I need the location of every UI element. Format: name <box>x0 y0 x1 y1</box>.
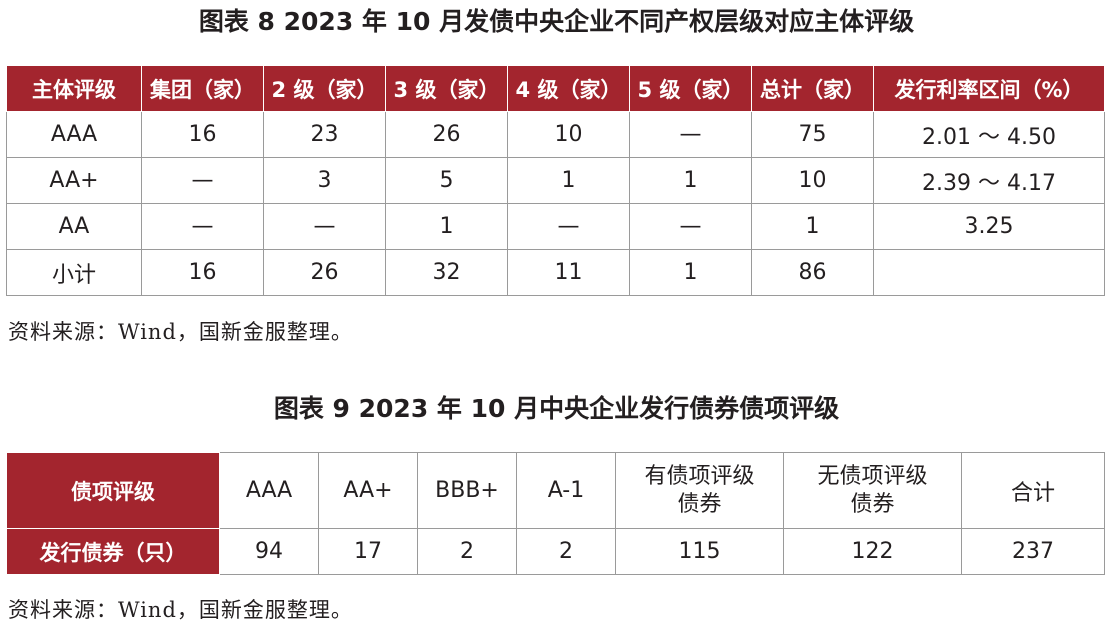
table9-row-header: 债项评级 <box>6 452 220 529</box>
table-cell: 10 <box>507 111 630 158</box>
table8-header-cell: 4 级（家） <box>507 65 630 112</box>
table9-title: 图表 9 2023 年 10 月中央企业发行债券债项评级 <box>273 394 840 423</box>
table-cell: — <box>507 203 630 250</box>
table-cell: 2 <box>516 528 616 575</box>
table8-header-row: 主体评级 集团（家） 2 级（家） 3 级（家） 4 级（家） 5 级（家） 总… <box>6 65 1105 112</box>
table-cell: AA <box>6 203 142 250</box>
table-cell: 16 <box>141 249 264 296</box>
table-cell: 有债项评级 债券 <box>615 452 784 529</box>
table-cell: 2.39 ～ 4.17 <box>873 157 1105 204</box>
table-row: 发行债券（只） 94 17 2 2 115 122 237 <box>6 528 1105 575</box>
table8: 主体评级 集团（家） 2 级（家） 3 级（家） 4 级（家） 5 级（家） 总… <box>6 65 1105 296</box>
table8-source-note: 资料来源：Wind，国新金服整理。 <box>8 320 353 344</box>
table-cell: 26 <box>263 249 386 296</box>
table-cell: — <box>263 203 386 250</box>
table-cell: — <box>629 111 752 158</box>
table-cell: — <box>141 203 264 250</box>
table9-row-header: 发行债券（只） <box>6 528 220 575</box>
table-cell: 1 <box>629 249 752 296</box>
table-cell: 23 <box>263 111 386 158</box>
table-cell: 2.01 ～ 4.50 <box>873 111 1105 158</box>
table-cell: 2 <box>417 528 517 575</box>
table-cell: 237 <box>961 528 1105 575</box>
table8-header-cell: 集团（家） <box>141 65 264 112</box>
table8-header-cell: 总计（家） <box>751 65 874 112</box>
table-cell: 16 <box>141 111 264 158</box>
table-cell: 3 <box>263 157 386 204</box>
table-cell: 122 <box>783 528 962 575</box>
table8-header-cell: 主体评级 <box>6 65 142 112</box>
table-cell: 1 <box>629 157 752 204</box>
table-cell: AA+ <box>6 157 142 204</box>
table9-source-note: 资料来源：Wind，国新金服整理。 <box>8 598 353 622</box>
table-cell: 无债项评级 债券 <box>783 452 962 529</box>
table-cell: 86 <box>751 249 874 296</box>
table9-header-row: 债项评级 AAA AA+ BBB+ A-1 有债项评级 债券 无债项评级 债券 合计 <box>6 452 1105 529</box>
table-cell: 1 <box>507 157 630 204</box>
table-cell: 75 <box>751 111 874 158</box>
table-cell: AAA <box>6 111 142 158</box>
table-cell: 94 <box>219 528 319 575</box>
table-cell: 5 <box>385 157 508 204</box>
table-cell: AAA <box>219 452 319 529</box>
table-cell: 26 <box>385 111 508 158</box>
table-row: AA+ — 3 5 1 1 10 2.39 ～ 4.17 <box>6 157 1105 204</box>
table8-header-cell: 发行利率区间（%） <box>873 65 1105 112</box>
table-row: 小计 16 26 32 11 1 86 <box>6 249 1105 296</box>
table8-header-cell: 3 级（家） <box>385 65 508 112</box>
table8-title: 图表 8 2023 年 10 月发债中央企业不同产权层级对应主体评级 <box>198 7 915 36</box>
table-row: AAA 16 23 26 10 — 75 2.01 ～ 4.50 <box>6 111 1105 158</box>
table-cell: 小计 <box>6 249 142 296</box>
table-cell: A-1 <box>516 452 616 529</box>
table-cell: AA+ <box>318 452 418 529</box>
table-cell: 1 <box>751 203 874 250</box>
table-cell: 17 <box>318 528 418 575</box>
table-cell <box>873 249 1105 296</box>
table8-header-cell: 5 级（家） <box>629 65 752 112</box>
table-cell: 1 <box>385 203 508 250</box>
table-cell: 3.25 <box>873 203 1105 250</box>
table8-header-cell: 2 级（家） <box>263 65 386 112</box>
table-cell: 32 <box>385 249 508 296</box>
table9: 债项评级 AAA AA+ BBB+ A-1 有债项评级 债券 无债项评级 债券 合计… <box>6 452 1105 575</box>
table-cell: 115 <box>615 528 784 575</box>
table-cell: — <box>629 203 752 250</box>
table-cell: 10 <box>751 157 874 204</box>
table-cell: 合计 <box>961 452 1105 529</box>
table-cell: BBB+ <box>417 452 517 529</box>
table-cell: — <box>141 157 264 204</box>
table-row: AA — — 1 — — 1 3.25 <box>6 203 1105 250</box>
table-cell: 11 <box>507 249 630 296</box>
